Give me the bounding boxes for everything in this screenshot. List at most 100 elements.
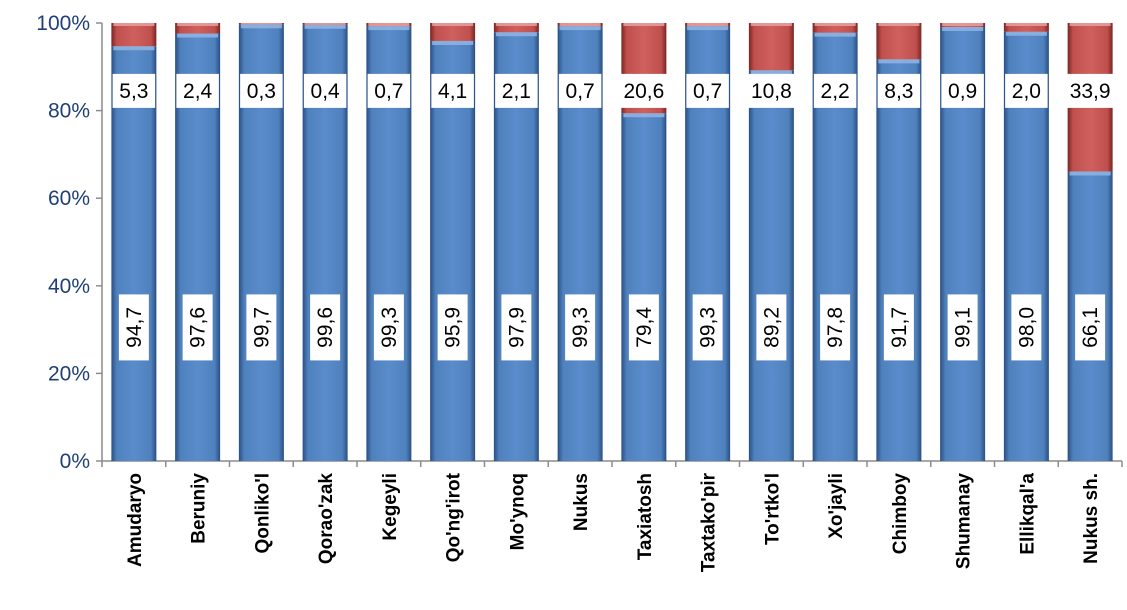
bar-segment-series-1: [111, 46, 157, 462]
bar-segment-series-2: [175, 23, 221, 34]
x-tick-label: Taxiatosh: [635, 473, 656, 560]
data-label-series-1: 99,6: [310, 294, 341, 361]
data-label-series-1: 99,3: [565, 294, 596, 361]
bar-bevel: [559, 23, 601, 26]
x-tick-label-text: Taxtako'pir: [699, 472, 720, 572]
data-label-box: [941, 73, 984, 108]
data-label-box: [1005, 73, 1048, 108]
x-tick-label-text: Xo'jayli: [826, 473, 847, 539]
data-label-series-2: 5,3: [112, 73, 156, 108]
data-label-box: [565, 294, 596, 361]
x-tick-label: Ellikqal'a: [1017, 473, 1038, 555]
data-label-series-2: 0,7: [558, 73, 602, 108]
data-label-series-2: 2,1: [495, 73, 538, 108]
bar-bevel: [1005, 31, 1047, 36]
bar-bevel: [1069, 171, 1111, 176]
bar-bevel: [942, 26, 984, 31]
x-tick-label: Amudaryo: [125, 473, 146, 567]
bar-segment-series-2: [493, 23, 539, 33]
data-label-text: 99,6: [314, 307, 337, 348]
x-axis-labels: Amudaryo Beruniy Qonliko'l Qorao'zak Kegeyli…: [125, 472, 1102, 572]
y-tick-label: 20%: [48, 362, 90, 385]
x-tick-label: Nukus sh.: [1081, 473, 1102, 564]
data-label-box: [820, 294, 851, 361]
data-label-text: 2,2: [821, 80, 850, 103]
data-label-box: [744, 73, 799, 108]
bar-segment-series-2: [812, 23, 858, 33]
x-tick-label: Shumanay: [954, 473, 975, 570]
data-label-box: [112, 73, 156, 108]
bar-bevel: [814, 32, 856, 37]
data-label-text: 0,9: [948, 80, 977, 103]
bar-segment-series-1: [621, 113, 667, 461]
bar-bevel: [432, 23, 474, 26]
x-tick-label-text: Beruniy: [189, 473, 210, 544]
data-label-box: [367, 73, 411, 108]
data-label-series-1: 99,7: [246, 294, 277, 361]
data-label-series-1: 97,6: [182, 294, 213, 361]
data-label-series-2: 33,9: [1063, 73, 1118, 108]
data-label-series-2: 0,7: [367, 73, 411, 108]
data-label-box: [558, 73, 602, 108]
bar-bevel: [304, 23, 346, 25]
bar-bevel: [113, 46, 155, 51]
data-label-box: [246, 294, 277, 361]
data-label-text: 97,9: [505, 307, 528, 348]
x-tick-label-text: Nukus: [571, 473, 592, 531]
data-label-text: 33,9: [1070, 80, 1111, 103]
data-label-box: [373, 294, 404, 361]
data-label-series-2: 0,3: [240, 73, 283, 108]
bar-bevel: [559, 26, 601, 31]
bar-bevel: [113, 23, 155, 26]
bar-bevel: [1005, 23, 1047, 26]
data-label-series-2: 0,7: [686, 73, 729, 108]
data-label-text: 99,3: [378, 307, 401, 348]
x-tick-label-text: Qorao'zak: [316, 473, 337, 565]
x-tick-label-text: Ellikqal'a: [1017, 473, 1038, 555]
data-label-box: [692, 294, 723, 361]
data-label-text: 0,4: [311, 80, 341, 103]
data-label-series-2: 2,4: [176, 73, 219, 108]
bar-bevel: [623, 113, 665, 118]
x-tick-label-text: Amudaryo: [125, 473, 146, 567]
data-label-series-1: 94,7: [118, 294, 149, 361]
bar-bevel: [750, 70, 792, 75]
data-label-box: [686, 73, 729, 108]
data-label-box: [813, 73, 857, 108]
bar-bevel: [878, 23, 920, 26]
data-label-box: [303, 73, 347, 108]
data-label-series-1: 99,1: [947, 294, 978, 361]
x-tick-label-text: Qonliko'l: [252, 473, 273, 554]
bar-segment-series-2: [748, 23, 794, 71]
data-label-box: [240, 73, 283, 108]
data-label-text: 2,0: [1012, 80, 1041, 103]
y-tick-label: 0%: [60, 450, 90, 473]
data-label-box: [1075, 294, 1106, 361]
data-label-box: [495, 73, 538, 108]
x-tick-label-text: Kegeyli: [380, 473, 401, 541]
data-label-text: 2,1: [502, 80, 531, 103]
y-tick-label: 60%: [48, 187, 90, 210]
data-label-text: 0,3: [247, 80, 276, 103]
x-tick-label: Mo'ynoq: [507, 473, 528, 550]
bar-bevel: [240, 24, 282, 29]
data-label-text: 10,8: [751, 80, 792, 103]
data-label-series-1: 89,2: [756, 294, 787, 361]
x-tick-label-text: Shumanay: [954, 473, 975, 570]
data-label-box: [431, 73, 474, 108]
data-label-text: 2,4: [183, 80, 213, 103]
bar-segment-series-2: [1003, 23, 1049, 32]
bar-bevel: [304, 24, 346, 29]
bar-bevel: [368, 26, 410, 31]
bar-bevel: [240, 23, 282, 25]
bar-bevel: [750, 23, 792, 26]
data-label-box: [947, 294, 978, 361]
bar-bevel: [1069, 23, 1111, 26]
bar-bevel: [623, 23, 665, 26]
data-label-text: 99,3: [569, 307, 592, 348]
data-label-text: 5,3: [119, 80, 148, 103]
data-label-box: [883, 294, 914, 361]
bar-segment-series-2: [430, 23, 476, 41]
bar-bevel: [495, 23, 537, 26]
